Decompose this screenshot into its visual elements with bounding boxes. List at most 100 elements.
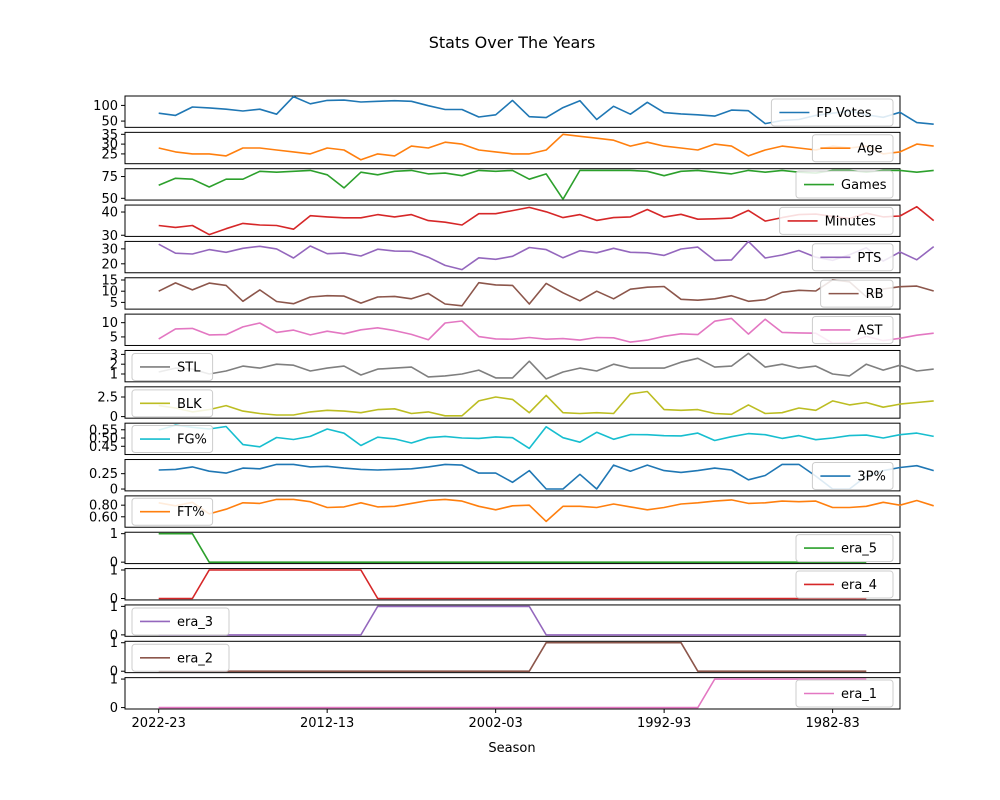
panel-era_4: 0 1 era_4 <box>110 564 901 607</box>
legend-label: era_1 <box>841 687 877 702</box>
y-tick-label: 30 <box>101 242 118 257</box>
legend-Age: Age <box>811 134 894 163</box>
panel-frame <box>124 459 901 492</box>
legend-FG%: FG% <box>131 425 214 454</box>
y-tick-label: 20 <box>101 257 118 272</box>
panel-FG%: 0.450.500.55 FG% <box>89 422 934 456</box>
legend-box <box>131 497 214 526</box>
legend-RB: RB <box>820 279 894 308</box>
panel-frame <box>124 313 901 346</box>
y-tick-label: 30 <box>101 229 118 244</box>
panel-frame <box>124 495 901 528</box>
y-tick-label: 5 <box>110 330 118 345</box>
y-tick-label: 0.50 <box>89 432 118 447</box>
y-tick-label: 50 <box>101 115 118 130</box>
y-tick-label: 100 <box>93 99 118 114</box>
legend-label: 3P% <box>857 470 885 485</box>
legend-era_5: era_5 <box>795 534 894 563</box>
y-tick-label: 0.25 <box>89 467 118 482</box>
panel-3P%: 00.25 3P% <box>89 459 934 498</box>
panel-frame <box>124 386 901 419</box>
legend-label: BLK <box>177 397 202 412</box>
y-tick-label: 0.60 <box>89 510 118 525</box>
series-line-Age <box>158 133 934 161</box>
legend-box <box>795 534 894 563</box>
y-tick-label: 2.5 <box>97 391 118 406</box>
series-line-era_5 <box>158 532 867 564</box>
panel-era_1: 0 1 era_1 <box>110 673 901 716</box>
panel-FT%: 0.600.80 FT% <box>89 495 934 528</box>
series-line-RB <box>158 278 934 307</box>
legend-label: era_5 <box>841 542 877 557</box>
y-tick-label: 75 <box>101 170 118 185</box>
panel-frame <box>124 640 901 674</box>
panel-frame <box>124 677 901 710</box>
legend-PTS: PTS <box>811 243 894 272</box>
legend-label: AST <box>857 323 882 338</box>
legend-label: FT% <box>177 505 205 520</box>
legend-box <box>131 425 214 454</box>
legend-box <box>795 570 894 599</box>
panel-Minutes: 30 40 Minutes <box>101 204 935 244</box>
legend-label: era_2 <box>177 651 213 666</box>
y-tick-label: 1 <box>110 527 118 542</box>
y-tick-label: 1 <box>110 564 118 579</box>
series-line-AST <box>158 317 934 345</box>
y-tick-label: 1 <box>110 636 118 651</box>
legend-era_2: era_2 <box>131 643 230 672</box>
legend-box <box>131 643 230 672</box>
y-tick-label: 0.80 <box>89 499 118 514</box>
legend-BLK: BLK <box>131 389 214 418</box>
panel-era_5: 0 1 era_5 <box>110 527 901 571</box>
legend-FP Votes: FP Votes <box>770 98 894 127</box>
panel-frame <box>124 604 901 637</box>
y-tick-label: 40 <box>101 206 118 221</box>
legend-STL: STL <box>131 352 214 381</box>
legend-label: era_4 <box>841 578 877 593</box>
series-line-PTS <box>158 240 935 271</box>
panel-era_3: 0 1 era_3 <box>110 600 901 643</box>
series-line-STL <box>158 352 934 380</box>
panel-frame <box>124 240 901 274</box>
panel-era_2: 0 1 era_2 <box>110 636 901 680</box>
legend-box <box>811 462 894 491</box>
y-tick-label: 0 <box>110 628 118 643</box>
panel-STL: 123 STL <box>110 348 934 382</box>
series-line-era_2 <box>158 641 867 673</box>
y-tick-label: 0 <box>110 410 118 425</box>
legend-box <box>795 170 894 199</box>
legend-3P%: 3P% <box>811 462 894 491</box>
legend-box <box>795 679 894 708</box>
legend-Games: Games <box>795 170 894 199</box>
legend-label: STL <box>177 360 201 375</box>
legend-label: Minutes <box>825 214 876 229</box>
panel-frame <box>124 568 901 601</box>
legend-AST: AST <box>811 315 894 344</box>
panel-frame <box>124 277 901 310</box>
panel-frame <box>124 422 901 456</box>
y-tick-label: 0 <box>110 483 118 498</box>
legend-label: era_3 <box>177 615 213 630</box>
y-tick-label: 1 <box>110 367 118 382</box>
legend-label: PTS <box>857 251 881 266</box>
series-line-BLK <box>158 390 934 417</box>
y-tick-label: 50 <box>101 192 118 207</box>
series-line-3P% <box>158 463 934 490</box>
legend-label: FG% <box>177 433 207 448</box>
series-line-FG% <box>158 424 934 450</box>
panel-frame <box>124 204 901 237</box>
panel-Games: 50 75 Games <box>101 168 934 207</box>
legend-era_1: era_1 <box>795 679 894 708</box>
series-line-era_3 <box>158 605 867 636</box>
series-line-FT% <box>158 498 934 523</box>
series-line-era_4 <box>158 569 867 600</box>
y-tick-label: 1 <box>110 673 118 688</box>
y-tick-label: 0 <box>110 556 118 571</box>
panel-frame <box>124 131 901 165</box>
y-tick-label: 30 <box>101 138 118 153</box>
y-tick-label: 35 <box>101 128 118 143</box>
